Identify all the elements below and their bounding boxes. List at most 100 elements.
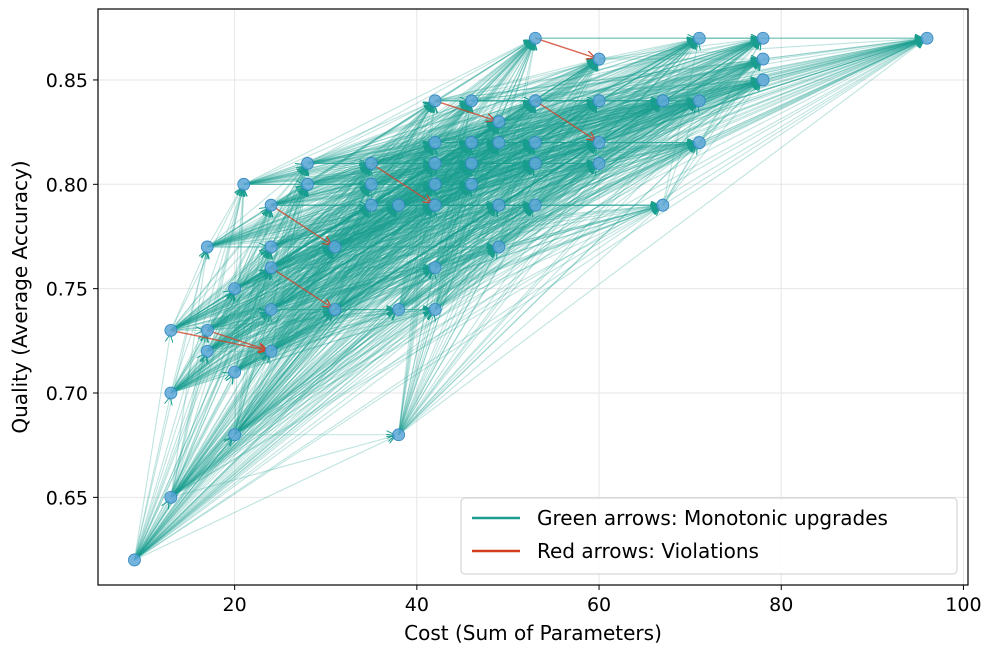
green-arrow: [307, 39, 923, 185]
green-arrow: [133, 314, 268, 561]
green-arrow: [134, 437, 394, 561]
green-arrow: [398, 189, 434, 310]
green-arrow: [170, 166, 431, 331]
green-arrow: [270, 61, 758, 269]
green-arrow: [270, 248, 494, 311]
green-arrow: [206, 167, 368, 352]
green-arrow: [270, 41, 759, 352]
green-arrow: [434, 189, 470, 310]
green-arrow: [243, 102, 658, 185]
green-arrow: [133, 189, 242, 561]
green-arrow: [133, 356, 205, 561]
green-arrow: [207, 61, 758, 352]
green-arrow: [370, 146, 431, 206]
green-arrow: [170, 62, 759, 394]
green-arrow: [207, 206, 494, 248]
green-arrow: [371, 103, 467, 164]
green-arrow: [270, 41, 695, 269]
green-arrow: [206, 293, 232, 352]
green-arrow: [270, 189, 369, 352]
green-arrow: [134, 126, 495, 561]
green-arrow: [398, 207, 659, 311]
green-arrow: [207, 186, 366, 248]
green-arrow: [334, 165, 594, 248]
green-arrow: [133, 189, 305, 561]
green-arrow: [334, 41, 695, 310]
green-arrow: [307, 143, 695, 185]
data-point: [164, 386, 178, 400]
green-arrow: [334, 145, 695, 311]
green-arrow: [270, 144, 695, 311]
green-arrow: [170, 207, 531, 394]
green-arrow: [234, 146, 532, 373]
green-arrow: [207, 40, 694, 248]
green-arrow: [270, 206, 430, 248]
green-arrow: [206, 167, 367, 331]
green-arrow: [398, 102, 695, 206]
green-arrow: [398, 144, 695, 206]
green-arrow: [370, 166, 431, 206]
green-arrow: [134, 250, 495, 561]
green-arrow: [206, 167, 303, 248]
green-arrow: [243, 144, 430, 185]
green-arrow: [234, 188, 432, 373]
green-arrow: [371, 144, 466, 164]
green-arrow: [270, 189, 305, 269]
green-arrow: [270, 40, 758, 206]
green-arrow: [434, 147, 497, 310]
green-arrow: [206, 250, 331, 352]
green-arrow: [170, 167, 304, 331]
green-arrow: [170, 291, 231, 331]
green-arrow: [270, 103, 695, 311]
green-arrow: [170, 436, 394, 498]
green-arrow: [207, 165, 594, 331]
green-arrow: [307, 143, 595, 164]
green-arrow: [170, 374, 230, 394]
green-arrow: [207, 144, 694, 331]
green-arrow: [207, 145, 531, 331]
data-point: [392, 198, 406, 212]
green-arrow: [434, 105, 533, 310]
green-arrow: [398, 167, 532, 310]
green-arrow: [170, 311, 394, 394]
green-arrow: [307, 60, 759, 185]
data-point: [592, 52, 606, 66]
data-point: [528, 157, 542, 170]
green-arrow: [170, 189, 243, 498]
data-point: [301, 177, 314, 191]
green-arrow: [234, 146, 496, 436]
green-arrow: [270, 208, 395, 310]
green-arrow: [398, 272, 432, 310]
green-arrow: [370, 42, 531, 206]
data-point: [756, 31, 770, 45]
green-arrow: [170, 82, 759, 394]
green-arrow: [134, 209, 431, 561]
green-arrow: [170, 355, 204, 394]
data-point: [364, 157, 378, 170]
green-arrow: [398, 61, 759, 206]
green-arrow: [270, 167, 304, 206]
green-arrow: [307, 164, 595, 185]
green-arrow: [170, 272, 269, 498]
green-arrow: [207, 81, 758, 248]
green-arrow: [434, 41, 759, 310]
green-arrow: [371, 144, 594, 206]
green-arrow: [170, 168, 305, 394]
green-arrow: [307, 81, 759, 164]
green-arrow: [334, 189, 369, 248]
green-arrow: [234, 189, 244, 373]
green-arrow: [370, 105, 432, 185]
green-arrow: [170, 250, 267, 331]
green-arrow: [270, 61, 758, 311]
green-arrow: [234, 313, 332, 436]
green-arrow: [234, 103, 595, 290]
green-arrow: [434, 147, 469, 206]
green-arrow: [170, 248, 494, 331]
green-arrow: [334, 105, 432, 248]
green-arrow: [334, 209, 368, 248]
green-arrow: [234, 42, 532, 373]
green-arrow: [371, 103, 594, 185]
green-arrow: [170, 188, 468, 498]
green-arrow: [398, 104, 696, 310]
green-arrow: [170, 207, 494, 331]
